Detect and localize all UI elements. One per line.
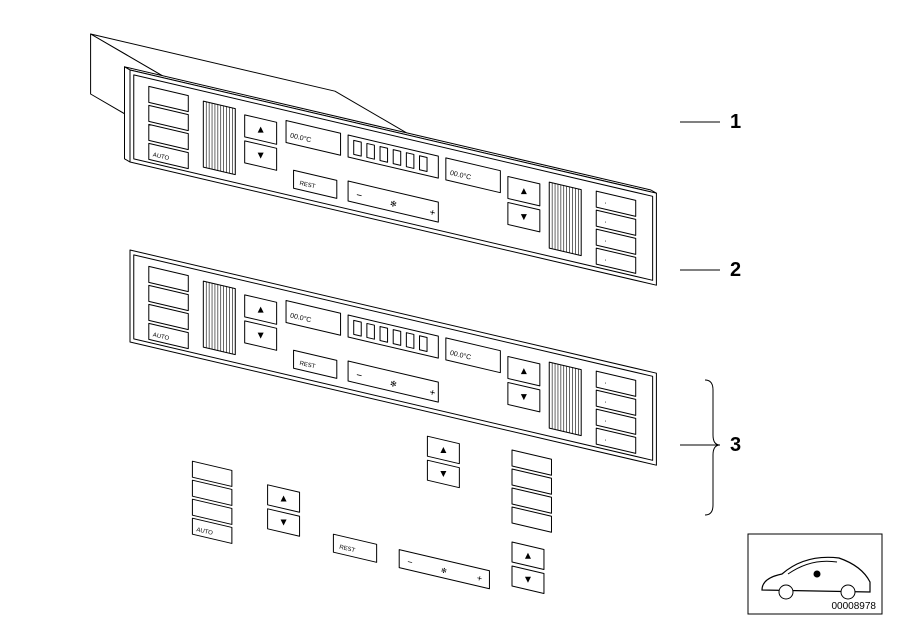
callout-number: 2 (730, 259, 741, 281)
button-set: AUTOREST−✻+ (192, 436, 551, 593)
callout-number: 1 (730, 111, 741, 133)
climate-control-module: AUTO00.0°CREST−+✻00.0°C···· (91, 34, 657, 285)
climate-control-faceplate: AUTO00.0°CREST−+✻00.0°C···· (130, 250, 656, 465)
part-number: 00008978 (832, 601, 877, 612)
diagram-canvas: AUTO00.0°CREST−+✻00.0°C····AUTO00.0°CRES… (0, 0, 900, 635)
callout-number: 3 (730, 434, 741, 456)
vehicle-context-icon: 00008978 (748, 534, 882, 614)
group-bracket (705, 380, 720, 515)
